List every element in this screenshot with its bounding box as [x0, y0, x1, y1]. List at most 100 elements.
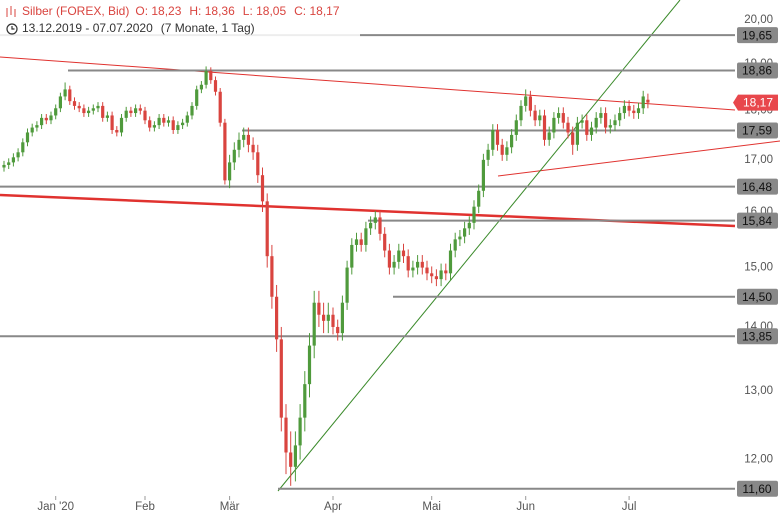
level-label: 17,59	[742, 124, 772, 138]
candle-body	[373, 217, 377, 223]
candle-body	[289, 452, 293, 467]
y-tick-label: 13,00	[744, 385, 773, 397]
candle-body	[54, 108, 58, 116]
candle-body	[223, 122, 227, 181]
candle-body	[594, 117, 598, 128]
candle-body	[364, 228, 368, 245]
candle-body	[618, 113, 622, 121]
ohlc-label: C: 18,17	[294, 4, 340, 18]
candle-body	[397, 250, 401, 262]
candle-body	[190, 105, 194, 116]
candle-body	[467, 222, 471, 229]
candle-body	[237, 139, 241, 150]
candle-body	[176, 125, 180, 131]
candle-body	[195, 89, 199, 106]
candle-body	[571, 132, 575, 145]
candle-body	[453, 239, 457, 251]
candle-body	[148, 120, 152, 128]
chart-title: Silber (FOREX, Bid)	[22, 4, 129, 18]
candle-body	[439, 270, 443, 280]
candle-body	[519, 105, 523, 121]
candle-body	[500, 144, 504, 155]
level-label: 15,84	[742, 214, 772, 228]
candle-body	[448, 250, 453, 274]
candle-body	[87, 110, 91, 114]
candle-body	[561, 113, 565, 123]
candle-body	[218, 91, 222, 123]
candle-body	[2, 164, 6, 168]
level-label-box	[737, 212, 778, 229]
candle-body	[105, 115, 109, 118]
candle-body	[40, 117, 44, 126]
ohlc-values: O: 18,23 H: 18,36 L: 18,05 C: 18,17	[135, 4, 339, 18]
candle-body	[152, 125, 156, 128]
level-label-box	[737, 122, 778, 139]
candle-body	[242, 134, 246, 140]
candle-body	[411, 267, 415, 271]
y-tick-label: 17,00	[744, 154, 773, 166]
candle-body	[77, 105, 81, 109]
candle-body	[265, 201, 269, 257]
candle-body	[585, 120, 589, 135]
axis: 12,0013,0014,0015,0016,0017,0018,0019,00…	[37, 14, 778, 513]
ohlc-label: H: 18,36	[189, 4, 235, 18]
candle-body	[25, 132, 30, 143]
candle-body	[72, 101, 77, 106]
candle-body	[157, 117, 161, 126]
candle-body	[472, 206, 476, 223]
level-label: 19,65	[742, 28, 772, 42]
candle-body	[533, 110, 537, 121]
candle-body	[359, 239, 363, 245]
candle-body	[312, 302, 316, 346]
candle-body	[340, 302, 344, 334]
level-label: 18,86	[742, 64, 772, 78]
candle-body	[510, 134, 514, 148]
candle-body	[557, 113, 561, 118]
candle-body	[119, 117, 124, 133]
candle-body	[317, 302, 321, 315]
level-label-box	[737, 27, 778, 44]
x-tick-label: Jan '20	[37, 501, 74, 513]
candle-body	[58, 96, 62, 109]
candle-body	[49, 115, 53, 121]
clock-icon	[6, 23, 18, 35]
candle-body	[326, 314, 330, 321]
candle-body	[613, 120, 617, 126]
candle-body	[11, 157, 15, 163]
candle-body	[209, 70, 213, 81]
candle-body	[21, 142, 25, 153]
candle-body	[636, 108, 641, 114]
ohlc-label: L: 18,05	[243, 4, 287, 18]
candle-body	[575, 122, 579, 145]
candle-body	[491, 130, 495, 150]
candle-body	[406, 256, 410, 271]
candle-body	[82, 108, 86, 114]
candle-body	[185, 115, 189, 123]
candle-body	[129, 110, 133, 114]
candle-body	[463, 228, 467, 237]
candle-body	[44, 117, 48, 121]
candle-body	[514, 120, 518, 135]
trend-line	[0, 56, 736, 111]
candle-body	[303, 384, 307, 418]
level-label-box	[737, 328, 778, 345]
candle-body	[505, 147, 509, 155]
candle-body	[246, 134, 250, 145]
candle-body	[401, 250, 406, 257]
candle-body	[279, 339, 283, 418]
candle-body	[307, 345, 312, 385]
candle-body	[166, 120, 171, 123]
candle-body	[552, 117, 556, 133]
candle-body	[481, 159, 485, 191]
candle-body	[354, 239, 359, 245]
period: (7 Monate, 1 Tag)	[161, 21, 255, 35]
candle-body	[260, 175, 265, 202]
candle-body	[199, 84, 203, 90]
candle-body	[134, 108, 138, 114]
candle-body	[162, 117, 166, 123]
candle-body	[293, 445, 297, 467]
candle-body	[477, 190, 481, 207]
candle-body	[30, 127, 34, 133]
candle-body	[181, 122, 185, 126]
candle-body	[627, 105, 631, 111]
